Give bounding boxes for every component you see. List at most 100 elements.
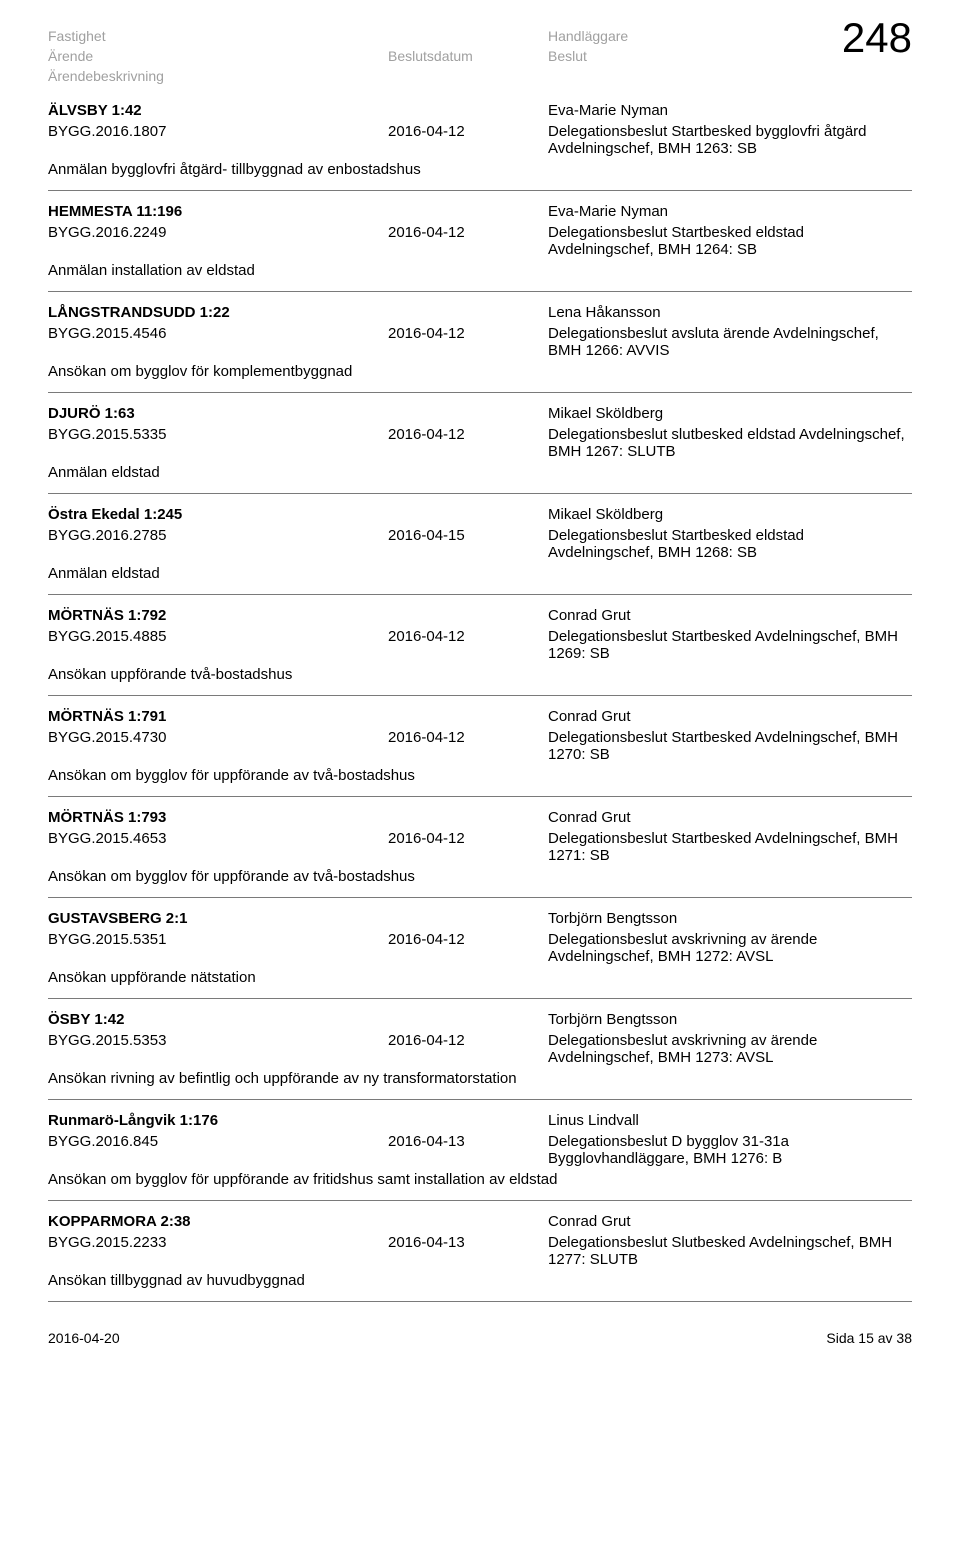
- header-arendebeskrivning: Ärendebeskrivning: [48, 68, 388, 84]
- entry-handler: Linus Lindvall: [548, 1112, 912, 1129]
- entry-date: 2016-04-12: [388, 426, 548, 460]
- entry-decision: Delegationsbeslut avskrivning av ärende …: [548, 1032, 912, 1066]
- entry-handler: Conrad Grut: [548, 1213, 912, 1230]
- entry-title-spacer: [388, 1011, 548, 1028]
- entry-description: Ansökan om bygglov för uppförande av fri…: [48, 1171, 912, 1188]
- entry-date: 2016-04-15: [388, 527, 548, 561]
- header-spacer: [388, 28, 548, 44]
- entry-ref: BYGG.2016.845: [48, 1133, 388, 1167]
- entry-title-row: MÖRTNÄS 1:793Conrad Grut: [48, 809, 912, 826]
- entry-property: Runmarö-Långvik 1:176: [48, 1112, 388, 1129]
- entry-ref: BYGG.2016.2785: [48, 527, 388, 561]
- entry-detail-row: BYGG.2015.46532016-04-12Delegationsbeslu…: [48, 830, 912, 864]
- entry-handler: Torbjörn Bengtsson: [548, 1011, 912, 1028]
- entry: Östra Ekedal 1:245Mikael Sköldberg BYGG.2…: [48, 506, 912, 595]
- entry-title-row: DJURÖ 1:63Mikael Sköldberg: [48, 405, 912, 422]
- entry-detail-row: BYGG.2015.53532016-04-12Delegationsbeslu…: [48, 1032, 912, 1066]
- header-row-2: Ärende Beslutsdatum Beslut: [48, 48, 912, 64]
- entry-property: ÖSBY 1:42: [48, 1011, 388, 1028]
- entry-title-spacer: [388, 607, 548, 624]
- header-row-3: Ärendebeskrivning: [48, 68, 912, 84]
- entry-title-spacer: [388, 203, 548, 220]
- entry: HEMMESTA 11:196 Eva-Marie Nyman BYGG.2016.…: [48, 203, 912, 292]
- entry-decision: Delegationsbeslut Startbesked bygglovfri…: [548, 123, 912, 157]
- header-arende: Ärende: [48, 48, 388, 64]
- page-footer: 2016-04-20 Sida 15 av 38: [48, 1330, 912, 1346]
- entry-date: 2016-04-13: [388, 1234, 548, 1268]
- page-number: 248: [842, 14, 912, 62]
- entry-title-row: HEMMESTA 11:196 Eva-Marie Nyman: [48, 203, 912, 220]
- entry-handler: Eva-Marie Nyman: [548, 102, 912, 119]
- entry-title-spacer: [388, 102, 548, 119]
- entry-date: 2016-04-13: [388, 1133, 548, 1167]
- entry-ref: BYGG.2015.4653: [48, 830, 388, 864]
- entry-property: HEMMESTA 11:196: [48, 203, 388, 220]
- entry-date: 2016-04-12: [388, 729, 548, 763]
- entry-ref: BYGG.2015.5353: [48, 1032, 388, 1066]
- entry-handler: Conrad Grut: [548, 607, 912, 624]
- entry-title-row: KOPPARMORA 2:38 Conrad Grut: [48, 1213, 912, 1230]
- entry-description: Anmälan bygglovfri åtgärd- tillbyggnad a…: [48, 161, 912, 178]
- entry-date: 2016-04-12: [388, 931, 548, 965]
- entry-detail-row: BYGG.2016.27852016-04-15Delegationsbeslu…: [48, 527, 912, 561]
- entry-title-row: MÖRTNÄS 1:792 Conrad Grut: [48, 607, 912, 624]
- entry-ref: BYGG.2016.1807: [48, 123, 388, 157]
- footer-pager: Sida 15 av 38: [826, 1330, 912, 1346]
- entry-detail-row: BYGG.2016.22492016-04-12Delegationsbeslu…: [48, 224, 912, 258]
- entry-handler: Lena Håkansson: [548, 304, 912, 321]
- column-header-block: Fastighet Handläggare Ärende Beslutsdatu…: [48, 28, 912, 84]
- entry-description: Ansökan om bygglov för komplementbyggnad: [48, 363, 912, 380]
- entry-decision: Delegationsbeslut Slutbesked Avdelningsc…: [548, 1234, 912, 1268]
- entry-title-row: ÖSBY 1:42 Torbjörn Bengtsson: [48, 1011, 912, 1028]
- entry-handler: Conrad Grut: [548, 809, 912, 826]
- entry: LÅNGSTRANDSUDD 1:22Lena HåkanssonBYGG.20…: [48, 304, 912, 393]
- entry-decision: Delegationsbeslut Startbesked Avdelnings…: [548, 628, 912, 662]
- entry-property: DJURÖ 1:63: [48, 405, 388, 422]
- entry-title-row: Östra Ekedal 1:245Mikael Sköldberg: [48, 506, 912, 523]
- entry-handler: Mikael Sköldberg: [548, 506, 912, 523]
- entry-property: MÖRTNÄS 1:791: [48, 708, 388, 725]
- entry-title-spacer: [388, 506, 548, 523]
- entry: ÄLVSBY 1:42 Eva-Marie Nyman BYGG.2016.1807…: [48, 102, 912, 191]
- entry-handler: Eva-Marie Nyman: [548, 203, 912, 220]
- header-row-1: Fastighet Handläggare: [48, 28, 912, 44]
- entry-property: GUSTAVSBERG 2:1: [48, 910, 388, 927]
- entry-decision: Delegationsbeslut D bygglov 31-31a Byggl…: [548, 1133, 912, 1167]
- header-fastighet: Fastighet: [48, 28, 388, 44]
- entry-decision: Delegationsbeslut avskrivning av ärende …: [548, 931, 912, 965]
- entry-decision: Delegationsbeslut Startbesked eldstad Av…: [548, 527, 912, 561]
- entry-description: Anmälan eldstad: [48, 565, 912, 582]
- entry-date: 2016-04-12: [388, 224, 548, 258]
- entry-date: 2016-04-12: [388, 628, 548, 662]
- entry-title-row: LÅNGSTRANDSUDD 1:22 Lena Håkansson: [48, 304, 912, 321]
- entry-description: Ansökan uppförande nätstation: [48, 969, 912, 986]
- entry-handler: Conrad Grut: [548, 708, 912, 725]
- entry-title-row: MÖRTNÄS 1:791 Conrad Grut: [48, 708, 912, 725]
- entry-property: LÅNGSTRANDSUDD 1:22: [48, 304, 388, 321]
- entry-title-spacer: [388, 809, 548, 826]
- entry-property: ÄLVSBY 1:42: [48, 102, 388, 119]
- entry-detail-row: BYGG.2016.18072016-04-12Delegationsbeslu…: [48, 123, 912, 157]
- entry-description: Ansökan uppförande två-bostadshus: [48, 666, 912, 683]
- entry-date: 2016-04-12: [388, 123, 548, 157]
- entry-decision: Delegationsbeslut avsluta ärende Avdelni…: [548, 325, 912, 359]
- entry-title-spacer: [388, 910, 548, 927]
- entry-ref: BYGG.2015.4730: [48, 729, 388, 763]
- entry-detail-row: BYGG.2015.53512016-04-12Delegationsbeslu…: [48, 931, 912, 965]
- entry-description: Ansökan om bygglov för uppförande av två…: [48, 767, 912, 784]
- entry-decision: Delegationsbeslut Startbesked Avdelnings…: [548, 830, 912, 864]
- entries-list: ÄLVSBY 1:42 Eva-Marie Nyman BYGG.2016.1807…: [48, 102, 912, 1302]
- entry-detail-row: BYGG.2015.47302016-04-12Delegationsbeslu…: [48, 729, 912, 763]
- entry-description: Ansökan tillbyggnad av huvudbyggnad: [48, 1272, 912, 1289]
- entry-ref: BYGG.2015.5335: [48, 426, 388, 460]
- entry-ref: BYGG.2015.4885: [48, 628, 388, 662]
- entry-description: Ansökan om bygglov för uppförande av två…: [48, 868, 912, 885]
- entry-title-row: Runmarö-Långvik 1:176 Linus Lindvall: [48, 1112, 912, 1129]
- entry-property: MÖRTNÄS 1:792: [48, 607, 388, 624]
- entry-decision: Delegationsbeslut Startbesked eldstad Av…: [548, 224, 912, 258]
- entry-title-spacer: [388, 405, 548, 422]
- entry-property: KOPPARMORA 2:38: [48, 1213, 388, 1230]
- entry-detail-row: BYGG.2015.48852016-04-12Delegationsbeslu…: [48, 628, 912, 662]
- footer-date: 2016-04-20: [48, 1330, 120, 1346]
- entry-handler: Torbjörn Bengtsson: [548, 910, 912, 927]
